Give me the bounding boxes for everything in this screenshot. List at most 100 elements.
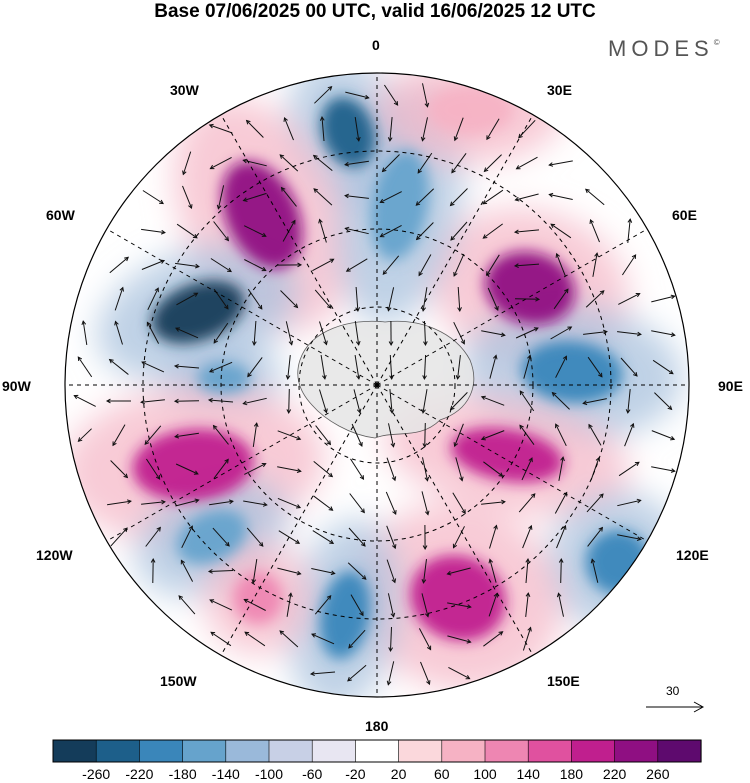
wind-vector xyxy=(453,526,465,548)
negative-anomaly-core xyxy=(151,280,245,344)
lon-label-90e: 90E xyxy=(718,378,743,394)
wind-vector-head xyxy=(192,233,198,239)
wind-vector xyxy=(208,399,234,403)
wind-vector-head xyxy=(551,391,557,397)
wind-vector xyxy=(345,227,369,235)
colorbar-tick-label: 140 xyxy=(516,766,540,782)
wind-vector-head xyxy=(208,123,214,129)
wind-vector xyxy=(315,425,331,445)
wind-vector-head xyxy=(194,498,200,504)
wind-vector xyxy=(319,321,327,345)
wind-vector-head xyxy=(105,398,111,404)
wind-vector xyxy=(252,559,258,583)
wind-vector xyxy=(244,631,266,647)
wind-vector-head xyxy=(326,440,332,446)
wind-vector-head xyxy=(173,398,179,404)
wind-vector xyxy=(385,491,397,515)
colorbar-tick-label: 260 xyxy=(646,766,670,782)
wind-vector-head xyxy=(550,223,556,229)
wind-vector xyxy=(210,258,232,272)
wind-vector-head xyxy=(112,441,117,447)
lon-label-90w: 90W xyxy=(2,378,31,394)
wind-vector-head xyxy=(637,331,642,337)
wind-vector xyxy=(423,354,427,380)
wind-vector xyxy=(279,630,299,648)
wind-vector xyxy=(387,593,395,617)
lon-label-0: 0 xyxy=(372,37,380,53)
wind-vector xyxy=(145,458,161,480)
wind-vector xyxy=(420,661,430,685)
wind-vector-head xyxy=(161,499,166,505)
wind-vector-head xyxy=(548,192,554,198)
wind-vector xyxy=(590,219,600,243)
wind-vector xyxy=(651,295,675,303)
wind-vector-head xyxy=(209,164,215,170)
wind-vector xyxy=(519,425,535,445)
wind-vector xyxy=(422,287,428,311)
wind-vector xyxy=(141,228,165,234)
wind-vector-head xyxy=(670,332,676,337)
wind-vector xyxy=(178,595,196,615)
wind-vector xyxy=(587,356,603,378)
wind-vector xyxy=(421,593,429,617)
wind-vector-head xyxy=(140,399,145,405)
wind-vector xyxy=(109,359,129,375)
wind-vector-head xyxy=(295,539,301,544)
wind-vector-head xyxy=(388,647,394,653)
wind-vector-head xyxy=(457,307,462,313)
wind-vector xyxy=(107,500,131,506)
wind-vector-head xyxy=(636,498,642,504)
negative-anomaly-core xyxy=(320,97,376,167)
wind-vector-head xyxy=(262,502,268,507)
wind-vector xyxy=(450,392,468,410)
wind-vector-head xyxy=(261,463,267,468)
wind-vector-head xyxy=(126,499,132,505)
wind-vector xyxy=(277,567,301,575)
wind-vector-head xyxy=(530,493,536,498)
wind-vector-head xyxy=(344,161,350,167)
wind-vector xyxy=(176,292,198,306)
lon-label-180: 180 xyxy=(365,718,389,734)
wind-vector-head xyxy=(501,499,506,505)
wind-vector-head xyxy=(356,374,361,380)
wind-vector xyxy=(558,593,564,617)
wind-vector-head xyxy=(461,509,466,515)
colorbar-tick-label: 100 xyxy=(473,766,497,782)
wind-vector-head xyxy=(483,167,489,173)
wind-vector xyxy=(454,423,464,447)
wind-vector xyxy=(351,423,363,447)
arrow-right-icon xyxy=(646,701,705,713)
wind-vector xyxy=(208,570,234,572)
wind-vector-head xyxy=(594,252,599,258)
brand-mark: © xyxy=(713,38,720,47)
colorbar-tick-label: -220 xyxy=(125,766,154,782)
wind-vector-head xyxy=(514,196,520,202)
wind-vector-head xyxy=(285,375,291,380)
wind-vector-head xyxy=(421,306,426,312)
wind-vector xyxy=(209,124,233,134)
wind-vector xyxy=(382,154,400,172)
wind-vector xyxy=(112,424,126,446)
wind-vector-head xyxy=(668,369,674,375)
wind-vector-head xyxy=(426,645,432,651)
wind-vector-head xyxy=(154,287,159,293)
wind-vector-head xyxy=(393,101,399,106)
wind-vector-head xyxy=(513,263,519,269)
wind-vector xyxy=(489,559,497,583)
wind-vector-head xyxy=(548,162,554,167)
wind-vector xyxy=(549,160,573,166)
wind-vector xyxy=(450,221,468,241)
wind-vector xyxy=(455,457,463,481)
wind-vector-head xyxy=(322,374,327,380)
wind-vector xyxy=(585,290,605,308)
wind-vector-head xyxy=(466,604,472,609)
wind-vector-head xyxy=(667,405,673,411)
wind-vector-head xyxy=(286,409,292,415)
wind-vector xyxy=(142,190,164,204)
wind-vector xyxy=(313,155,333,171)
wind-vector-head xyxy=(73,394,79,400)
wind-vector-head xyxy=(598,372,603,378)
wind-vector xyxy=(483,223,503,239)
wind-vector xyxy=(518,493,536,513)
wind-vector xyxy=(355,286,359,312)
